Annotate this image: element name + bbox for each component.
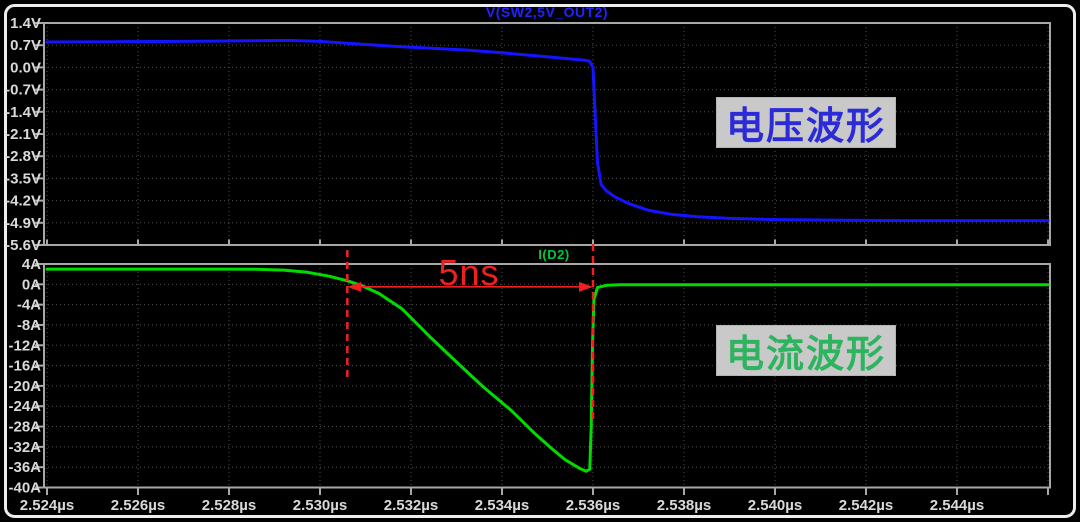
y-tick-label: 0A (22, 276, 41, 293)
y-tick-label: -8A (17, 317, 41, 334)
y-tick-label: 4A (22, 256, 41, 273)
delay-annotation (346, 244, 595, 420)
arrowhead-right (579, 281, 593, 292)
current-panel: 4A 0A -4A -8A -12A -16A -20A -24A -28A -32A -36A -4… (8, 256, 1051, 497)
voltage-caption-text: 电压波形 (725, 106, 886, 148)
y-tick-label: -1.4V (5, 104, 41, 121)
y-tick-label: -24A (8, 398, 41, 415)
x-tick-label: 2.532µs (384, 497, 439, 514)
current-caption-text: 电流波形 (725, 334, 886, 376)
window-frame (4, 4, 1076, 518)
voltage-trace-title[interactable]: V(SW2,5V_OUT2) (485, 4, 609, 20)
x-tick-label: 2.526µs (111, 497, 166, 514)
x-tick-label: 2.524µs (20, 497, 75, 514)
voltage-curve[interactable] (45, 38, 1050, 223)
y-tick-label: -2.1V (5, 126, 41, 143)
y-tick-label: -4.9V (5, 215, 41, 232)
y-tick-label: -16A (8, 358, 41, 375)
x-tick-label: 2.530µs (293, 497, 348, 514)
x-tick-label: 2.540µs (748, 497, 803, 514)
y-tick-label: -28A (8, 419, 41, 436)
arrowhead-left (347, 281, 362, 292)
x-tick-label: 2.534µs (475, 497, 530, 514)
y-tick-label: -5.6V (5, 237, 41, 254)
voltage-panel: 1.4V 0.7V 0.0V -0.7V -1.4V -2.1V -2.8V -3.5V -4.… (5, 15, 1051, 254)
y-tick-label: -0.7V (5, 82, 41, 99)
x-tick-label: 2.536µs (566, 497, 621, 514)
current-trace-title[interactable]: I(D2) (538, 247, 570, 262)
y-tick-label: -4.2V (5, 193, 41, 210)
voltage-caption-box: 电压波形 (716, 97, 896, 148)
y-tick-label: -3.5V (5, 170, 41, 187)
y-tick-label: -36A (8, 459, 41, 476)
x-tick-label: 2.544µs (930, 497, 985, 514)
y-tick-label: 0.7V (10, 37, 41, 54)
x-tick-label: 2.528µs (202, 497, 257, 514)
y-tick-label: -40A (8, 480, 41, 497)
x-tick-label: 2.542µs (839, 497, 894, 514)
x-tick-label: 2.538µs (657, 497, 712, 514)
y-tick-label: -32A (8, 439, 41, 456)
current-caption-box: 电流波形 (716, 325, 896, 376)
y-tick-label: -20A (8, 378, 41, 395)
y-tick-label: 1.4V (10, 15, 41, 32)
current-curve[interactable] (45, 267, 1050, 473)
y-tick-label: -2.8V (5, 148, 41, 165)
delay-annotation-label: 5ns (438, 252, 500, 293)
y-tick-label: -4A (17, 297, 41, 314)
y-tick-label: -12A (8, 337, 41, 354)
panel-border (43, 263, 1051, 489)
y-tick-label: 0.0V (10, 59, 41, 76)
